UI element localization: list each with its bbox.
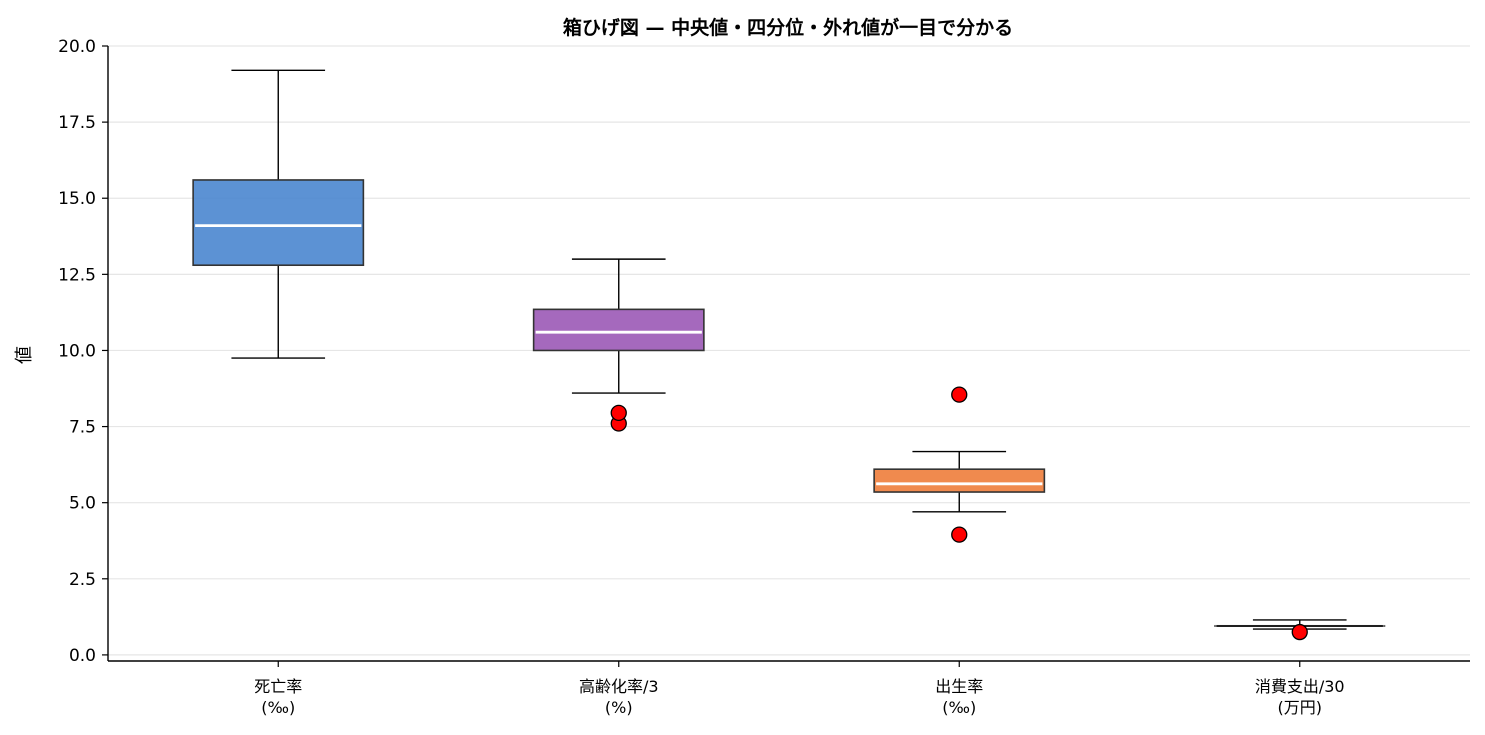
x-tick-unit-label: (%) [605, 698, 633, 717]
outlier-point [610, 404, 627, 422]
x-tick-label: 消費支出/30 [1255, 677, 1345, 696]
y-axis-label: 値 [14, 346, 35, 364]
x-tick-unit-label: (‰) [261, 698, 295, 717]
outlier-point [1291, 623, 1308, 641]
y-tick-label: 17.5 [58, 113, 96, 133]
box-iqr [532, 308, 705, 352]
y-ticks: 0.0 2.5 5.0 7.5 10.0 12.5 15.0 17.5 20.0 [58, 37, 108, 666]
box-iqr [192, 179, 365, 267]
y-tick-label: 0.0 [69, 646, 96, 666]
grid-lines [108, 45, 1470, 656]
y-tick-label: 12.5 [58, 265, 96, 285]
y-tick-label: 5.0 [69, 494, 96, 514]
x-tick-unit-label: (‰) [942, 698, 976, 717]
y-tick-label: 20.0 [58, 37, 96, 57]
box-iqr [873, 468, 1046, 493]
box-series [192, 69, 1386, 641]
x-tick-unit-label: (万円) [1278, 698, 1323, 717]
x-tick-labels: 死亡率 (‰) 高齢化率/3 (%) 出生率 (‰) 消費支出/30 (万円) [254, 661, 1345, 717]
axes [107, 46, 1470, 662]
x-tick-label: 死亡率 [254, 677, 302, 696]
outlier-point [951, 386, 968, 403]
box-1 [192, 69, 365, 359]
box-2 [532, 258, 705, 432]
chart-title: 箱ひげ図 — 中央値・四分位・外れ値が一目で分かる [563, 16, 1013, 39]
x-tick-label: 高齢化率/3 [579, 677, 659, 696]
y-tick-label: 15.0 [58, 189, 96, 209]
box-4 [1214, 619, 1386, 641]
x-tick-label: 出生率 [935, 677, 983, 696]
y-tick-label: 10.0 [58, 341, 96, 361]
outlier-point [951, 526, 968, 543]
y-tick-label: 7.5 [69, 418, 96, 438]
y-tick-label: 2.5 [69, 570, 96, 590]
box-3 [873, 386, 1046, 543]
